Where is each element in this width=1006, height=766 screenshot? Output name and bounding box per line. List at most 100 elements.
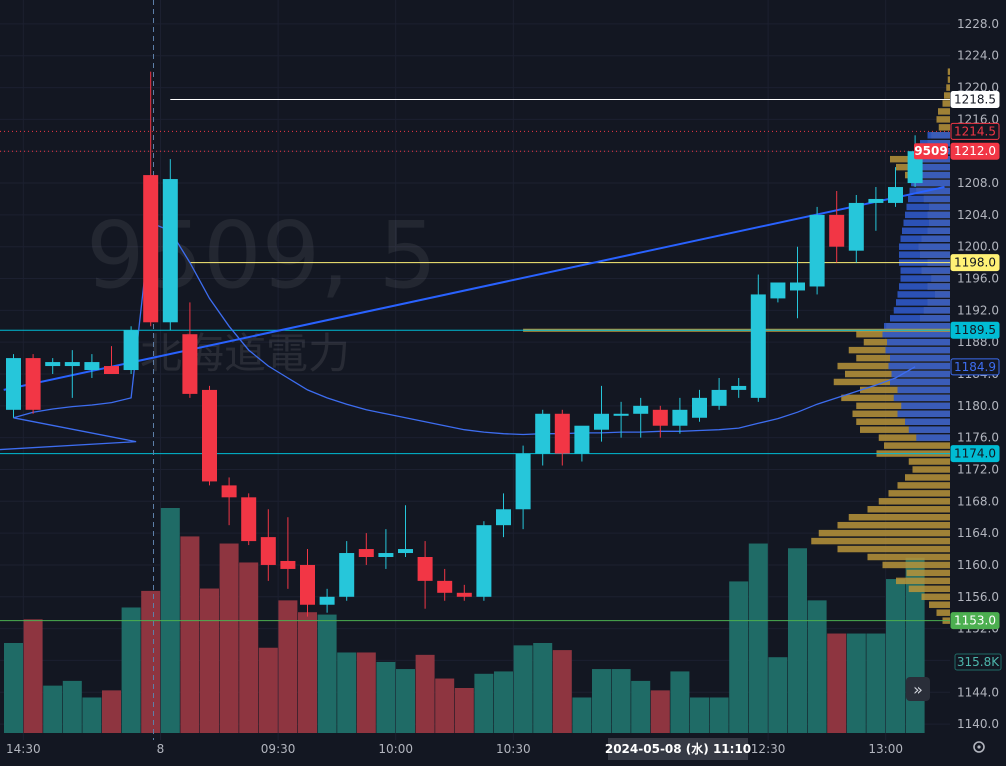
profile-value-area-bar [899,243,950,250]
candle-body [378,553,394,557]
volume-bar [200,588,219,733]
y-tick-label: 1200.0 [957,240,999,254]
price-label-box [950,445,1000,463]
candle-body [809,214,825,287]
volume-bar [552,650,572,733]
chart-settings-button[interactable] [973,741,985,753]
profile-value-area-bar [897,410,950,418]
volume-bar [62,680,82,733]
volume-bar [631,680,651,733]
y-tick-label: 1196.0 [957,272,999,286]
profile-bar [905,474,950,481]
candle-body [84,362,100,371]
trend-line-segment [3,186,945,391]
volume-bar [513,645,533,733]
volume-bar [278,600,298,733]
profile-value-area-bar [893,394,950,402]
profile-value-area-bar [890,378,950,386]
volume-label: 315.8K [957,655,1000,669]
vwap-path [0,221,916,451]
volume-bar [572,697,592,733]
profile-bar [938,124,950,131]
x-tick-label: 12:30 [751,742,786,756]
volume-bar [141,590,161,733]
scroll-to-latest-button[interactable]: » [906,677,930,701]
x-tick-label: 10:00 [378,742,413,756]
volume-bar [709,697,729,733]
profile-bar [888,490,950,497]
profile-value-area-bar [911,179,950,187]
profile-bar [921,593,950,601]
candle-body [202,389,217,482]
profile-bar [884,442,950,449]
profile-bar [908,458,950,465]
y-tick-label: 1176.0 [957,431,999,445]
profile-value-area-bar [896,299,950,306]
candle-body [437,580,453,593]
profile-value-area-bar [902,227,950,235]
candle-body [770,282,786,299]
y-tick-label: 1160.0 [957,558,999,572]
profile-bar [856,418,950,425]
candle-body [182,334,198,394]
volume-bar [376,661,396,733]
candle-body [672,409,688,426]
profile-bar [818,529,950,537]
profile-value-area-bar [899,283,950,290]
price-label: 1153.0 [954,614,996,628]
volume-bar [239,562,259,733]
price-label: 1214.5 [954,124,996,138]
candle-body [143,175,159,323]
volume-bar [788,548,807,733]
y-tick-label: 1172.0 [957,462,999,476]
candle-body [339,553,355,597]
crosshair-date-label: 2024-05-08 (水) 11:10 [605,741,751,756]
volume-bar [82,697,102,733]
candle-body [554,413,570,454]
trend-line[interactable] [3,186,945,391]
double-chevron-right-icon: » [913,680,923,699]
profile-bar [936,609,950,616]
volume-bar [121,607,141,733]
candle-body [398,549,413,554]
candle-body [868,198,884,203]
candle-body [162,179,178,323]
candle-body [711,389,727,406]
profile-value-area-bar [900,267,950,274]
profile-bar [837,521,950,529]
y-tick-label: 1224.0 [957,49,999,63]
profile-value-area-bar [906,203,950,211]
profile-value-area-bar [908,426,950,433]
price-label-box [950,321,1000,339]
profile-bar [906,569,950,577]
volume-bar [886,579,905,733]
profile-value-area-bar [897,291,950,298]
profile-bar [867,506,950,513]
price-label-box [950,142,1000,160]
volume-bar [846,633,866,733]
x-tick-label: 14:30 [6,742,41,756]
volume-bar [592,669,611,733]
candle-body [476,525,492,597]
y-tick-label: 1140.0 [957,717,999,731]
price-label-box [950,254,1000,272]
candle-body [790,282,805,291]
volume-bar [298,612,317,733]
y-tick-label: 1228.0 [957,17,999,31]
price-label: 1218.5 [954,93,996,107]
candle-body [515,453,531,510]
candle-body [25,358,41,410]
volume-bar [866,633,886,733]
profile-value-area-bar [901,402,950,410]
profile-bar [947,68,950,75]
profile-value-area-bar [888,362,950,370]
profile-value-area-bar [905,418,950,425]
candle-body [123,330,139,371]
x-tick-label: 13:00 [868,742,903,756]
profile-value-area-bar [893,307,950,314]
profile-bar [946,84,950,91]
y-tick-label: 1180.0 [957,399,999,413]
profile-bar [811,537,950,545]
